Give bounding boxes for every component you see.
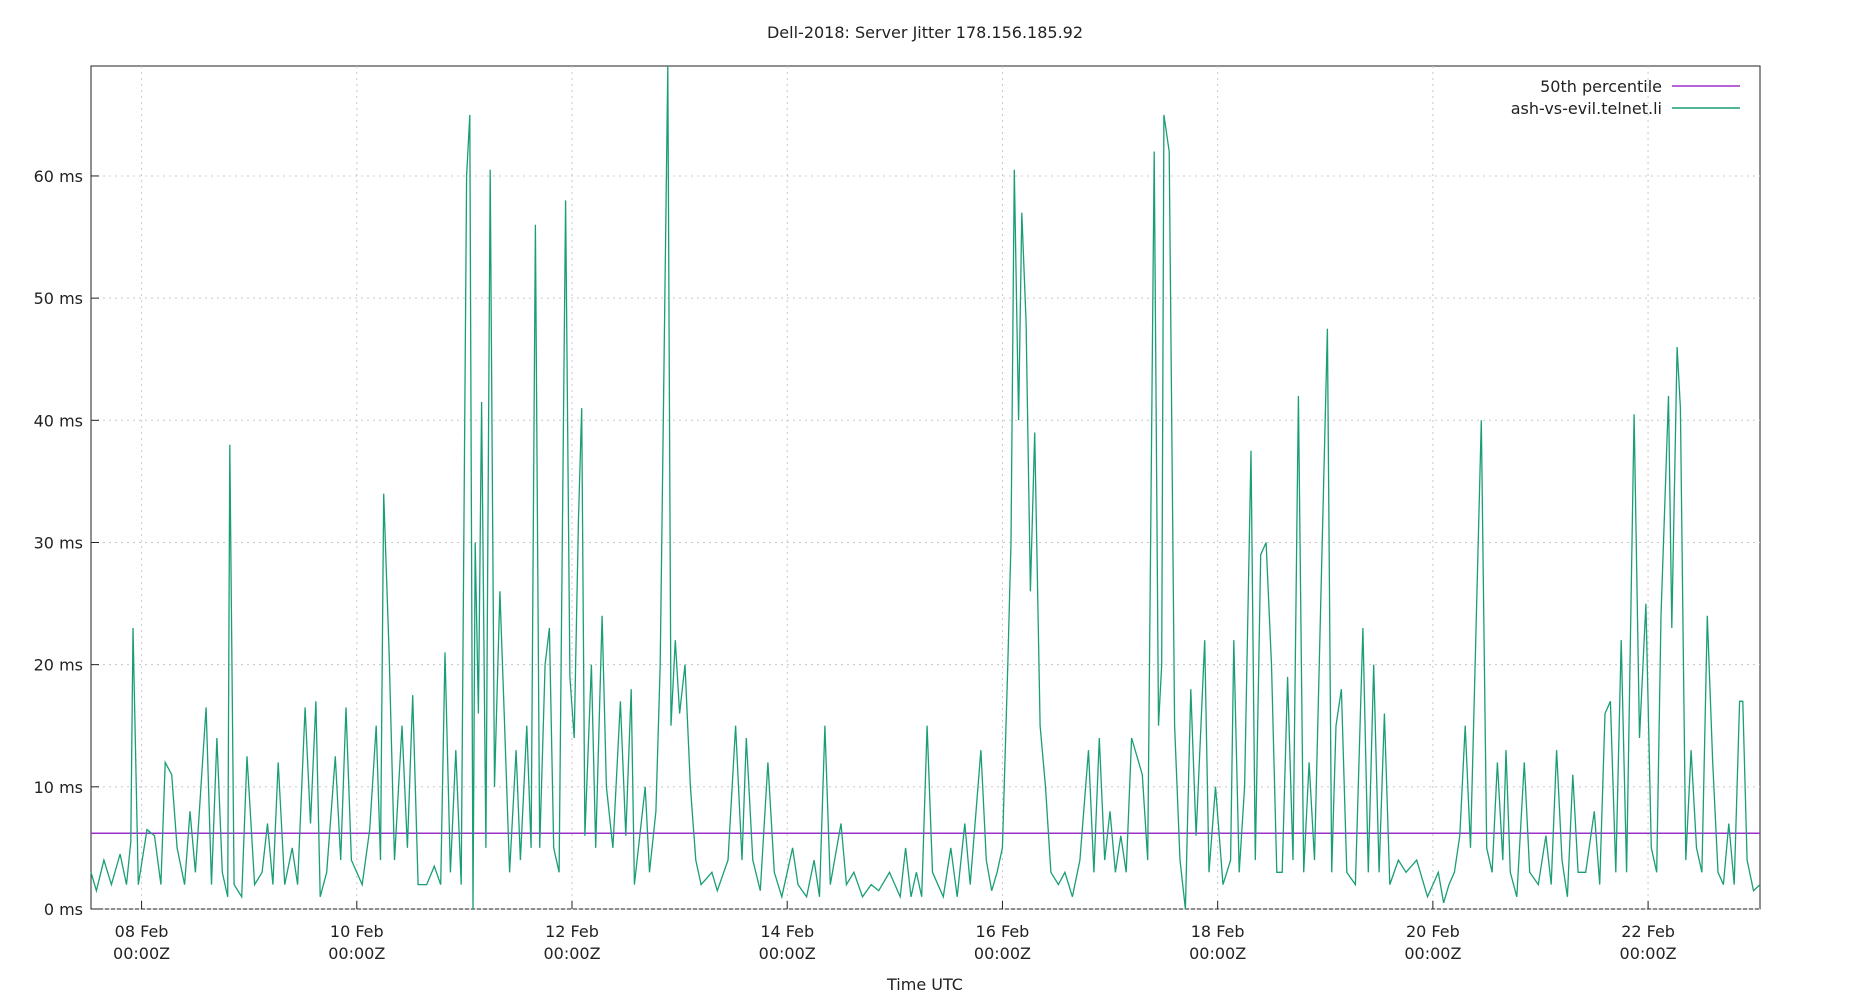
x-tick-label: 22 Feb 00:00Z (1620, 922, 1677, 963)
x-tick-label-line: 08 Feb (115, 922, 169, 941)
x-tick-label-line: 00:00Z (1189, 944, 1246, 963)
y-tick-label: 50 ms (34, 289, 83, 308)
y-tick-label: 30 ms (34, 533, 83, 552)
x-tick-label-line: 00:00Z (543, 944, 600, 963)
x-tick-label: 16 Feb 00:00Z (974, 922, 1031, 963)
x-tick-label-line: 14 Feb (760, 922, 814, 941)
legend-label: 50th percentile (1540, 77, 1662, 96)
y-tick-label: 40 ms (34, 411, 83, 430)
data-line (90, 65, 1761, 910)
x-tick-label: 18 Feb 00:00Z (1189, 922, 1246, 963)
y-tick-label: 0 ms (44, 900, 83, 919)
x-tick-label-line: 00:00Z (759, 944, 816, 963)
x-tick-label: 20 Feb 00:00Z (1404, 922, 1461, 963)
x-tick-label-line: 00:00Z (974, 944, 1031, 963)
x-tick-label: 10 Feb 00:00Z (328, 922, 385, 963)
y-tick-label: 10 ms (34, 778, 83, 797)
x-tick-label-line: 16 Feb (976, 922, 1030, 941)
x-tick-label-line: 00:00Z (1404, 944, 1461, 963)
y-tick-label: 60 ms (34, 167, 83, 186)
x-tick-label-line: 20 Feb (1406, 922, 1460, 941)
legend-label: ash-vs-evil.telnet.li (1511, 99, 1662, 118)
x-tick-label: 12 Feb 00:00Z (543, 922, 600, 963)
x-tick-label: 14 Feb 00:00Z (759, 922, 816, 963)
x-axis-label: Time UTC (886, 975, 963, 994)
chart-title: Dell-2018: Server Jitter 178.156.185.92 (767, 23, 1083, 42)
x-tick-label-line: 00:00Z (113, 944, 170, 963)
x-tick-label: 08 Feb 00:00Z (113, 922, 170, 963)
x-tick-label-line: 22 Feb (1621, 922, 1675, 941)
x-tick-label-line: 00:00Z (328, 944, 385, 963)
x-tick-label-line: 12 Feb (545, 922, 599, 941)
x-tick-label-line: 00:00Z (1620, 944, 1677, 963)
x-tick-label-line: 18 Feb (1191, 922, 1245, 941)
y-tick-label: 20 ms (34, 656, 83, 675)
x-tick-label-line: 10 Feb (330, 922, 384, 941)
